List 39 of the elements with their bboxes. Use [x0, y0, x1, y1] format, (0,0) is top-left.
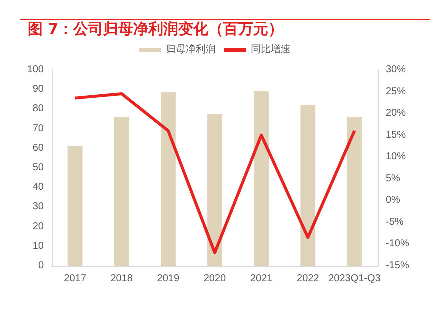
- y-tick-label: 100: [27, 64, 44, 76]
- y2-tick-label: -5%: [386, 216, 404, 228]
- y2-tick-label: 15%: [386, 130, 406, 141]
- bar: [114, 117, 130, 266]
- y-tick-label: 0: [38, 260, 44, 272]
- y2-tick-label: 0%: [386, 195, 401, 206]
- bar: [254, 92, 270, 266]
- y-tick-label: 10: [32, 240, 44, 252]
- y-tick-label: 70: [32, 123, 44, 134]
- bar: [160, 92, 176, 266]
- x-tick-label: 2017: [64, 274, 87, 284]
- bar: [68, 146, 83, 266]
- x-tick-label: 2022: [297, 274, 320, 284]
- y2-tick-label: -15%: [386, 260, 410, 272]
- line-series: [74, 92, 356, 254]
- y2-tick-label: 30%: [386, 64, 406, 76]
- bar: [208, 114, 222, 266]
- x-tick-label: 2018: [110, 274, 134, 284]
- x-tick-label: 2019: [157, 274, 180, 284]
- chart-title: 图 7：公司归母净利润变化（百万元）: [28, 20, 284, 39]
- y2-tick-label: 5%: [386, 173, 401, 184]
- x-tick-label: 2021: [250, 274, 274, 284]
- y-tick-label: 30: [32, 202, 44, 213]
- legend-label: 同比增速: [251, 44, 291, 56]
- y-tick-label: 90: [32, 84, 44, 96]
- y2-tick-label: -10%: [386, 238, 410, 250]
- y-tick-label: 20: [32, 221, 44, 232]
- y2-tick-label: 10%: [386, 152, 406, 163]
- bar: [347, 117, 362, 266]
- y2-tick-label: 25%: [386, 86, 406, 98]
- y-tick-label: 40: [32, 182, 44, 194]
- x-tick-label: 2020: [204, 274, 227, 284]
- y2-tick-label: 20%: [386, 108, 406, 120]
- y-tick-label: 60: [32, 142, 44, 154]
- bar: [300, 105, 316, 266]
- legend-label: 归母净利润: [166, 44, 216, 56]
- x-tick-label: 2023Q1-Q3: [328, 274, 382, 284]
- y-tick-label: 80: [32, 104, 44, 115]
- y-tick-label: 50: [32, 162, 44, 174]
